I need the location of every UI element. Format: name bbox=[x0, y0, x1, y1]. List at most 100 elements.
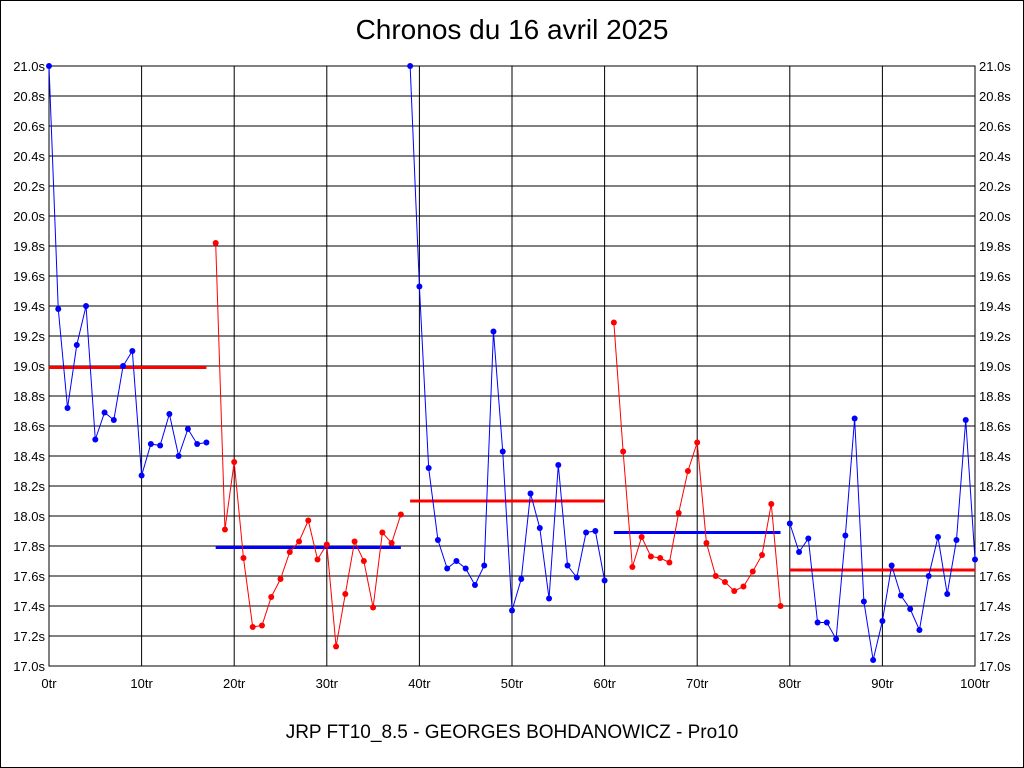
data-point bbox=[944, 591, 951, 597]
y-tick-label-right: 18.8s bbox=[979, 389, 1011, 404]
data-point bbox=[388, 540, 395, 546]
data-point bbox=[129, 348, 136, 354]
data-point bbox=[805, 535, 812, 542]
data-point bbox=[796, 549, 803, 555]
series-line bbox=[409, 65, 606, 611]
chart-title: Chronos du 16 avril 2025 bbox=[355, 14, 669, 45]
data-point bbox=[629, 564, 636, 570]
y-tick-label-right: 20.4s bbox=[979, 149, 1011, 164]
data-point bbox=[83, 303, 90, 309]
data-point bbox=[694, 439, 701, 446]
y-tick-label-left: 18.2s bbox=[13, 479, 45, 494]
data-point bbox=[962, 417, 969, 423]
y-tick-label-left: 19.8s bbox=[13, 239, 45, 254]
y-tick-label-right: 19.8s bbox=[979, 239, 1011, 254]
data-point bbox=[768, 501, 775, 507]
y-tick-label-right: 20.6s bbox=[979, 119, 1011, 134]
y-tick-label-right: 17.2s bbox=[979, 629, 1011, 644]
y-tick-label-left: 18.8s bbox=[13, 389, 45, 404]
y-tick-label-left: 17.6s bbox=[13, 569, 45, 584]
data-point bbox=[407, 63, 414, 69]
data-point bbox=[573, 574, 580, 581]
data-point bbox=[703, 540, 710, 546]
x-tick-label: 20tr bbox=[223, 676, 246, 691]
x-tick-label: 80tr bbox=[779, 676, 802, 691]
data-point bbox=[481, 562, 488, 569]
y-tick-label-left: 18.4s bbox=[13, 449, 45, 464]
data-point bbox=[342, 591, 349, 597]
y-tick-label-right: 18.4s bbox=[979, 449, 1011, 464]
data-point bbox=[638, 534, 645, 540]
data-point bbox=[444, 565, 451, 572]
data-point bbox=[203, 439, 210, 446]
y-tick-label-right: 18.6s bbox=[979, 419, 1011, 434]
data-point bbox=[101, 409, 108, 416]
data-point bbox=[138, 472, 145, 479]
y-tick-label-left: 20.2s bbox=[13, 179, 45, 194]
data-point bbox=[740, 583, 747, 590]
y-tick-label-right: 17.8s bbox=[979, 539, 1011, 554]
data-point bbox=[721, 579, 728, 585]
data-point bbox=[175, 453, 182, 459]
data-point bbox=[925, 573, 932, 579]
data-point bbox=[157, 442, 164, 449]
data-point bbox=[110, 417, 117, 423]
y-tick-label-left: 17.4s bbox=[13, 599, 45, 614]
data-point bbox=[814, 619, 821, 626]
y-tick-label-left: 19.6s bbox=[13, 269, 45, 284]
y-tick-label-right: 17.6s bbox=[979, 569, 1011, 584]
data-point bbox=[972, 556, 978, 563]
data-point bbox=[897, 592, 904, 599]
x-tick-label: 100tr bbox=[960, 676, 990, 691]
x-tick-label: 10tr bbox=[130, 676, 153, 691]
data-point bbox=[258, 622, 265, 629]
data-point bbox=[888, 562, 895, 569]
data-point bbox=[749, 568, 756, 575]
data-point bbox=[684, 468, 691, 474]
x-tick-label: 40tr bbox=[408, 676, 431, 691]
data-point bbox=[333, 643, 340, 650]
data-point bbox=[870, 657, 877, 663]
data-point bbox=[296, 538, 303, 545]
data-point bbox=[240, 555, 247, 561]
data-point bbox=[425, 465, 432, 471]
data-point bbox=[786, 520, 793, 527]
data-point bbox=[620, 448, 627, 455]
data-point bbox=[675, 510, 682, 516]
data-point bbox=[879, 618, 886, 624]
y-tick-label-left: 19.0s bbox=[13, 359, 45, 374]
data-point bbox=[953, 537, 960, 543]
y-tick-label-left: 21.0s bbox=[13, 59, 45, 74]
y-tick-label-right: 17.0s bbox=[979, 659, 1011, 674]
x-tick-label: 70tr bbox=[686, 676, 709, 691]
data-point bbox=[305, 517, 312, 524]
y-tick-label-left: 20.8s bbox=[13, 89, 45, 104]
data-point bbox=[351, 538, 358, 545]
data-point bbox=[759, 552, 766, 558]
series-line bbox=[215, 242, 402, 647]
y-tick-label-left: 20.6s bbox=[13, 119, 45, 134]
x-tick-label: 0tr bbox=[41, 676, 57, 691]
data-point bbox=[860, 598, 867, 605]
data-point bbox=[471, 582, 478, 588]
series-line bbox=[48, 65, 207, 476]
data-point bbox=[323, 541, 330, 548]
data-point bbox=[370, 604, 377, 611]
data-point bbox=[434, 537, 441, 543]
y-tick-label-left: 17.8s bbox=[13, 539, 45, 554]
data-point bbox=[564, 562, 571, 569]
data-point bbox=[777, 603, 784, 609]
data-point bbox=[249, 624, 256, 630]
data-point bbox=[462, 565, 469, 572]
data-point bbox=[657, 555, 664, 561]
y-tick-label-right: 19.4s bbox=[979, 299, 1011, 314]
data-point bbox=[518, 576, 525, 582]
chart-subtitle: JRP FT10_8.5 - GEORGES BOHDANOWICZ - Pro… bbox=[285, 722, 739, 743]
data-point bbox=[397, 511, 404, 518]
data-point bbox=[46, 63, 52, 69]
data-point bbox=[286, 549, 293, 555]
data-point bbox=[731, 588, 738, 594]
data-point bbox=[583, 529, 590, 536]
data-point bbox=[147, 441, 154, 447]
